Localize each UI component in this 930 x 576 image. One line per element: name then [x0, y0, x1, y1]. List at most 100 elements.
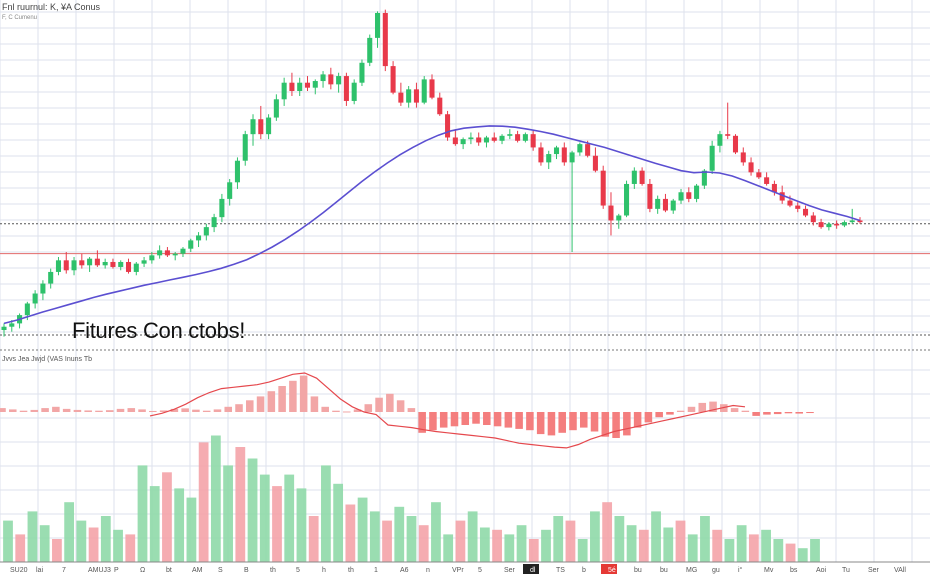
candle-body	[491, 137, 497, 141]
volume-bar	[333, 483, 344, 562]
macd-bar	[84, 410, 92, 412]
macd-bar	[633, 412, 642, 428]
candle-body	[779, 192, 785, 201]
candle-body	[515, 134, 521, 141]
volume-bar	[259, 474, 270, 562]
macd-bar	[321, 406, 329, 412]
macd-bar	[429, 412, 437, 431]
volume-bar	[394, 506, 405, 562]
x-tick-label: TS	[556, 567, 565, 574]
volume-bar	[39, 525, 50, 562]
candle-body	[662, 198, 668, 211]
macd-bar	[730, 408, 739, 412]
candle-body	[802, 208, 809, 216]
candle-body	[32, 293, 38, 304]
candle-body	[764, 177, 770, 184]
x-tick-label: P	[114, 567, 119, 574]
volume-bar	[210, 435, 221, 562]
volume-bar	[638, 529, 649, 562]
candle-body	[94, 258, 100, 266]
candle-body	[538, 147, 544, 163]
macd-bar	[127, 408, 136, 412]
candle-body	[79, 260, 85, 266]
volume-bar	[3, 520, 13, 562]
macd-bar	[515, 412, 523, 429]
x-tick-label: th	[348, 567, 354, 574]
macd-bar	[342, 411, 351, 413]
candle-body	[740, 152, 746, 163]
volume-bar	[149, 486, 160, 562]
candle-body	[48, 271, 54, 284]
macd-bar	[450, 412, 459, 427]
volume-bar	[137, 465, 148, 562]
x-tick-label: VAll	[894, 567, 906, 574]
volume-bar	[431, 502, 441, 562]
chart-sub-line: F, C Cumenu	[2, 15, 38, 21]
candle-body	[826, 223, 832, 228]
macd-signal-line	[149, 372, 746, 449]
volume-bar	[602, 502, 613, 562]
macd-bar	[181, 408, 189, 412]
volume-bar	[100, 516, 111, 562]
volume-bar	[247, 458, 258, 562]
macd-bar	[741, 410, 750, 412]
macd-bar	[95, 410, 103, 412]
candle-body	[250, 119, 256, 135]
macd-bar	[267, 391, 276, 412]
volume-bar	[76, 520, 87, 562]
macd-bar	[386, 393, 394, 412]
candle-body	[530, 134, 536, 148]
volume-bar	[15, 534, 26, 562]
x-tick-highlight	[523, 564, 539, 574]
macd-bar	[676, 410, 685, 412]
candle-body	[203, 227, 209, 236]
candle-body	[631, 170, 637, 184]
candle-body	[460, 139, 466, 145]
volume-bar	[382, 520, 392, 562]
candle-body	[382, 12, 388, 67]
candle-body	[585, 144, 591, 156]
candle-body	[9, 323, 15, 327]
candle-body	[172, 253, 178, 256]
candle-body	[507, 134, 513, 136]
candle-body	[374, 12, 381, 38]
volume-bar	[174, 488, 185, 562]
x-tick-label: h	[322, 567, 326, 574]
candle-body	[328, 74, 334, 85]
x-tick-label: S	[218, 567, 223, 574]
candle-body	[771, 183, 777, 193]
macd-bar	[396, 400, 405, 412]
volume-bar	[675, 520, 686, 562]
candle-body	[87, 258, 93, 266]
candle-body	[304, 82, 311, 88]
macd-bar	[483, 412, 491, 425]
candle-body	[701, 170, 707, 186]
candle-body	[157, 250, 163, 256]
macd-bar	[601, 412, 610, 437]
macd-bar	[19, 410, 28, 412]
x-tick-label: bt	[166, 567, 172, 574]
macd-bar	[159, 410, 168, 412]
volume-bar	[687, 534, 698, 562]
chart-symbol-line: Fnl ruurnul: K, ¥A Conus	[2, 2, 101, 12]
macd-bar	[461, 412, 470, 425]
candle-body	[810, 215, 816, 223]
macd-bar	[784, 412, 793, 414]
macd-bar	[278, 386, 286, 412]
candle-body	[188, 240, 194, 249]
macd-bar	[526, 412, 534, 431]
macd-bar	[418, 412, 426, 433]
candle-body	[795, 205, 801, 209]
macd-bar	[149, 410, 157, 412]
candle-body	[483, 137, 490, 143]
volume-bar	[52, 539, 62, 562]
volume-bar	[761, 529, 771, 562]
reference-lines	[0, 223, 930, 336]
macd-bar	[795, 412, 803, 414]
volume-bar	[700, 516, 710, 562]
volume-bar	[528, 539, 539, 562]
candle-body	[398, 92, 404, 103]
candle-body	[266, 117, 272, 135]
candle-body	[437, 97, 443, 115]
